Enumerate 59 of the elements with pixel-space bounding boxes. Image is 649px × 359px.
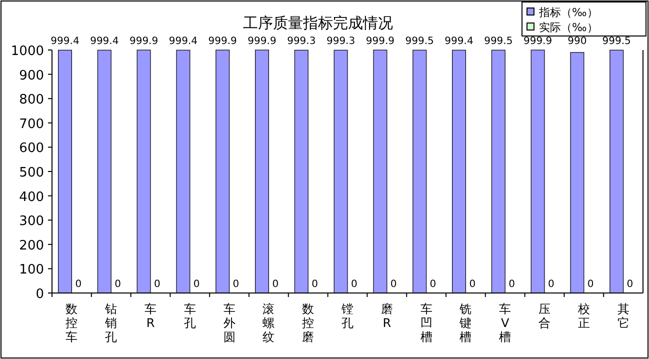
x-tick-label: 校正 xyxy=(576,302,590,330)
y-tick-label: 100 xyxy=(19,262,44,278)
x-tick-label: 车R xyxy=(144,302,156,330)
y-tick-label: 400 xyxy=(19,190,44,205)
data-label: 999.4 xyxy=(444,36,474,47)
x-tick-label: 数控磨 xyxy=(302,302,314,344)
y-tick-label: 300 xyxy=(19,214,44,230)
y-tick-label: 0 xyxy=(36,287,44,302)
data-label: 0 xyxy=(193,279,200,290)
data-label: 0 xyxy=(154,279,160,290)
data-label: 0 xyxy=(351,279,358,290)
data-label: 0 xyxy=(626,279,634,290)
data-label: 999.9 xyxy=(366,36,395,47)
x-tick-label: 车孔 xyxy=(184,302,196,330)
data-label: 999.5 xyxy=(484,36,513,47)
data-label: 0 xyxy=(390,279,397,290)
y-tick-label: 200 xyxy=(19,238,44,254)
data-label: 999.5 xyxy=(405,36,434,47)
data-label: 999.9 xyxy=(208,36,237,47)
chart-title: 工序质量指标完成情况 xyxy=(243,14,393,32)
data-label: 999.4 xyxy=(50,36,80,47)
x-tick-label: 镗孔 xyxy=(340,302,354,330)
data-label: 999.4 xyxy=(90,36,119,47)
x-tick-label: 滚螺纹 xyxy=(262,302,275,344)
y-tick-label: 500 xyxy=(19,166,44,180)
x-tick-label: 数控车 xyxy=(66,302,78,344)
data-label: 999.9 xyxy=(248,36,276,47)
data-label: 999.3 xyxy=(326,36,356,47)
legend-label: 指标（‰） xyxy=(538,6,598,19)
y-tick-label: 700 xyxy=(19,116,44,132)
data-label: 0 xyxy=(75,279,82,290)
data-label: 0 xyxy=(430,279,436,290)
data-label: 0 xyxy=(587,279,594,290)
data-label: 990 xyxy=(568,36,587,47)
x-tick-label: 铣键槽 xyxy=(458,302,472,344)
y-tick-label: 900 xyxy=(19,68,44,84)
legend-label: 实际（‰） xyxy=(539,21,598,34)
y-tick-label: 600 xyxy=(19,141,44,156)
data-label: 999.9 xyxy=(129,36,158,47)
data-label: 999.3 xyxy=(287,36,316,47)
data-label: 0 xyxy=(312,279,318,290)
data-label: 0 xyxy=(232,279,240,290)
data-label: 0 xyxy=(114,279,121,290)
x-tick-label: 车凹槽 xyxy=(420,302,432,344)
y-tick-label: 800 xyxy=(19,92,44,108)
data-label: 999.9 xyxy=(523,36,552,47)
data-label: 999.4 xyxy=(168,36,198,47)
x-tick-label: 压合 xyxy=(538,302,550,330)
x-tick-label: 其它 xyxy=(617,302,630,330)
x-tick-label: 车外圆 xyxy=(223,302,236,344)
y-tick-label: 1000 xyxy=(10,44,44,59)
x-tick-label: 钻销孔 xyxy=(104,302,118,344)
x-tick-label: 车V槽 xyxy=(499,302,512,344)
data-label: 0 xyxy=(548,279,554,290)
data-label: 0 xyxy=(508,279,515,290)
data-label: 0 xyxy=(272,279,279,290)
x-tick-label: 磨R xyxy=(380,302,393,330)
data-label: 0 xyxy=(469,279,476,290)
data-label: 999.5 xyxy=(602,36,631,47)
